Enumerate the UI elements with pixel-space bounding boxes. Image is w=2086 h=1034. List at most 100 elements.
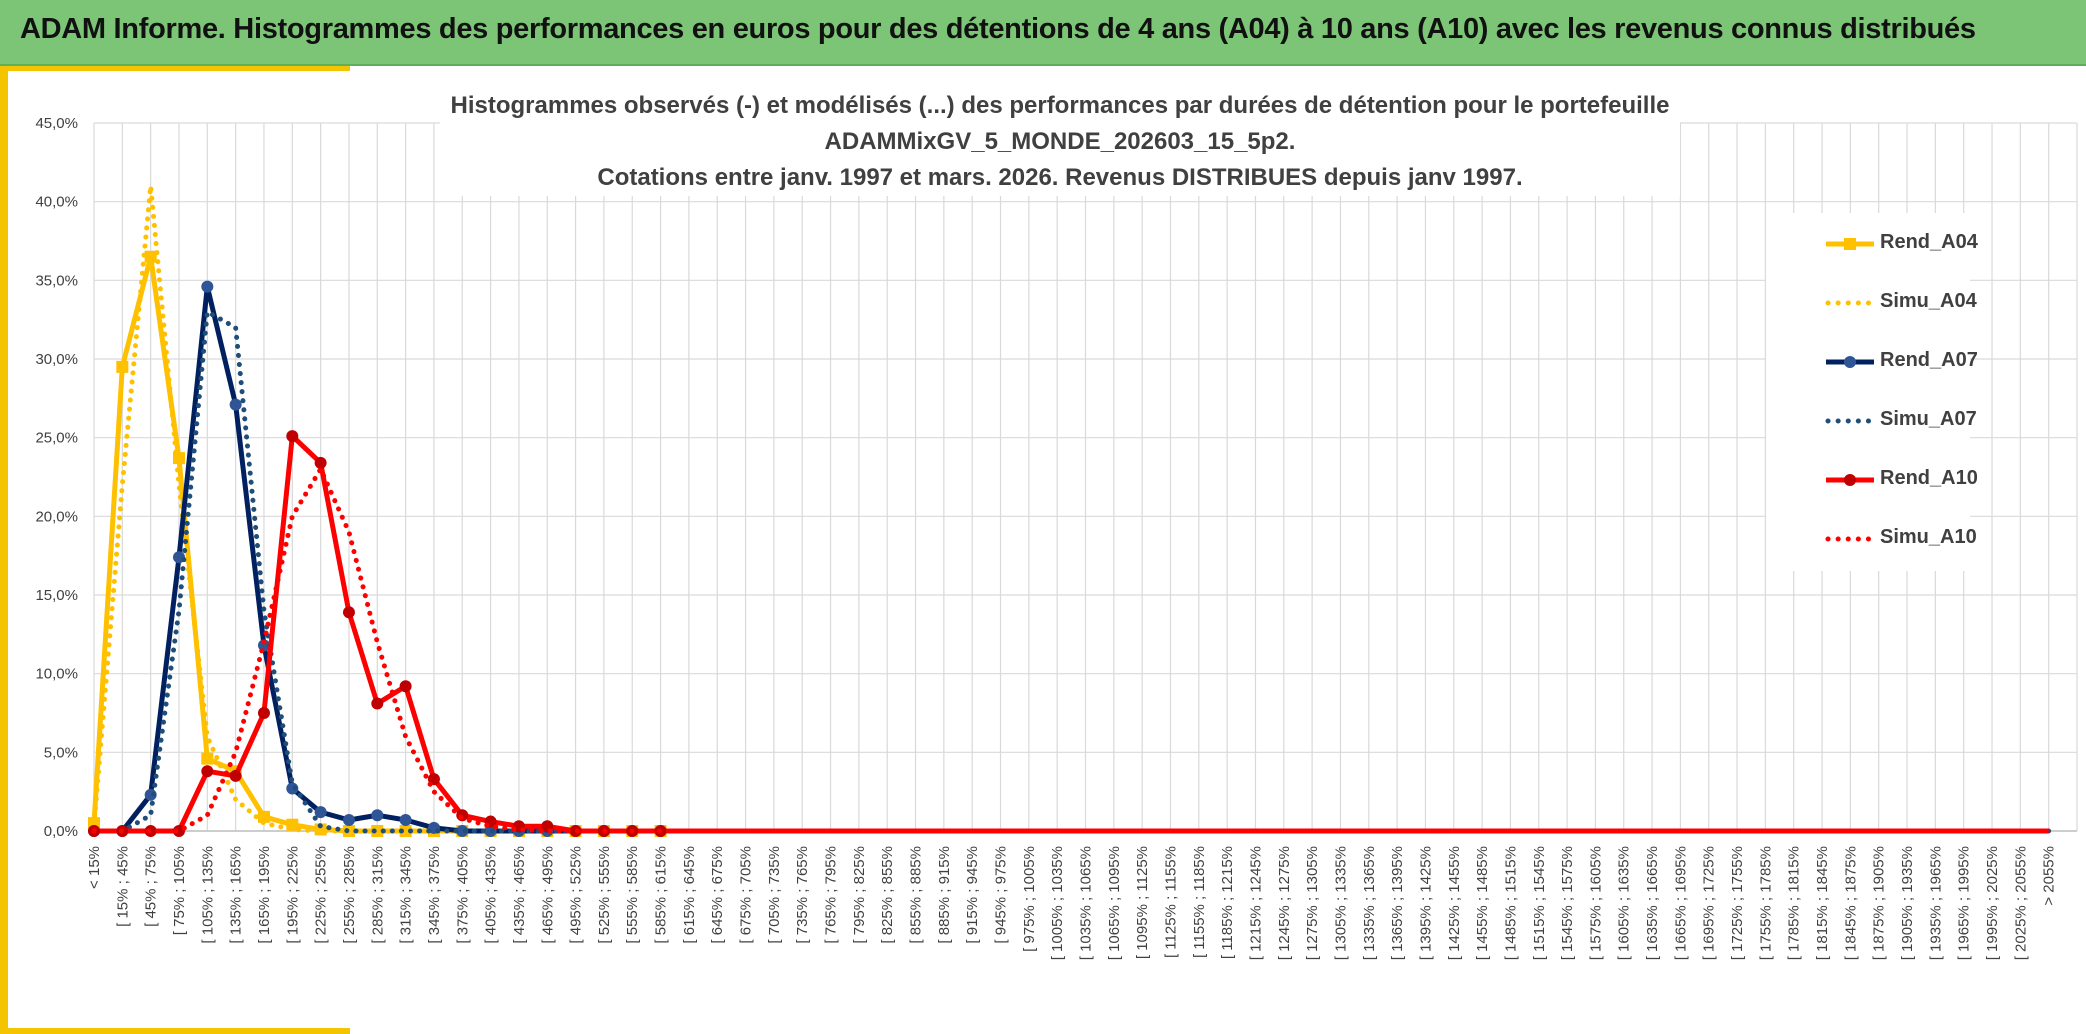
point-rend-a10 [201, 765, 214, 778]
x-tick-label: [ 255% ; 285% [341, 846, 358, 944]
x-tick-label: [ 1245% ; 1275% [1276, 846, 1293, 960]
point-rend-a07 [314, 806, 327, 819]
chart-legend: Rend_A04 Simu_A04 Rend_A07 Simu_A07 [1766, 213, 1978, 571]
point-rend-a10 [314, 456, 327, 469]
x-tick-label: [ 1935% ; 1965% [1927, 846, 1944, 960]
point-rend-a07 [229, 398, 242, 411]
x-tick-label: [ 1035% ; 1065% [1078, 846, 1095, 960]
x-tick-label: [ 1725% ; 1755% [1729, 846, 1746, 960]
x-tick-label: [ 375% ; 405% [454, 846, 471, 944]
x-tick-label: [ 495% ; 525% [568, 846, 585, 944]
legend-swatch-rend-a07 [1826, 356, 1874, 368]
y-tick-label: 15,0% [35, 587, 78, 604]
chart-title-line-1: Histogrammes observés (-) et modélisés (… [450, 92, 1670, 119]
x-tick-label: [ 615% ; 645% [681, 846, 698, 944]
x-tick-label: [ 225% ; 255% [313, 846, 330, 944]
report-title: ADAM Informe. Histogrammes des performan… [20, 13, 1976, 45]
x-tick-label: [ 705% ; 735% [766, 846, 783, 944]
x-tick-label: [ 975% ; 1005% [1021, 846, 1038, 952]
x-tick-label: [ 1425% ; 1455% [1446, 846, 1463, 960]
x-tick-label: [ 1815% ; 1845% [1814, 846, 1831, 960]
x-tick-label: [ 1875% ; 1905% [1871, 846, 1888, 960]
x-tick-label: [ 1695% ; 1725% [1701, 846, 1718, 960]
x-tick-label: [ 405% ; 435% [483, 846, 500, 944]
x-tick-label: [ 1125% ; 1155% [1162, 846, 1179, 958]
point-rend-a07 [371, 809, 384, 822]
chart-title: Histogrammes observés (-) et modélisés (… [440, 88, 1680, 196]
accent-frame-top [0, 66, 350, 71]
x-tick-label: [ 1665% ; 1695% [1672, 846, 1689, 960]
legend-item-rend-a07: Rend_A07 [1766, 347, 1978, 377]
legend-swatch-simu-a04 [1825, 300, 1876, 306]
x-tick-label: < 15% [86, 846, 103, 889]
point-rend-a10 [229, 769, 242, 782]
accent-frame-left [0, 66, 8, 1034]
point-rend-a04 [201, 752, 214, 765]
point-rend-a04 [116, 360, 129, 373]
legend-item-simu-a10: Simu_A10 [1766, 524, 1977, 554]
x-tick-label: [ 465% ; 495% [539, 846, 556, 944]
x-tick-label: [ 1515% ; 1545% [1531, 846, 1548, 960]
point-rend-a10 [257, 707, 270, 719]
x-tick-label: [ 1605% ; 1635% [1616, 846, 1633, 960]
legend-item-rend-a10: Rend_A10 [1766, 465, 1978, 495]
y-tick-label: 25,0% [35, 430, 78, 447]
y-tick-label: 0,0% [44, 823, 78, 840]
x-tick-label: [ 855% ; 885% [908, 846, 925, 944]
series-line-simu-a07 [91, 309, 2052, 834]
legend-item-simu-a07: Simu_A07 [1766, 406, 1977, 436]
y-axis-ticks: 0,0% 5,0% 10,0% 15,0% 20,0% 25,0% 30,0% 35,0% 40… [35, 115, 78, 840]
series-line-rend-a07 [94, 284, 2049, 834]
series-line-rend-a04 [91, 254, 2049, 834]
point-rend-a07 [342, 813, 355, 826]
legend-swatch-rend-a10 [1826, 474, 1874, 486]
x-tick-label: [ 1305% ; 1335% [1332, 846, 1349, 960]
chart-title-line-2: ADAMMixGV_5_MONDE_202603_15_5p2. [824, 128, 1296, 155]
y-tick-label: 45,0% [35, 115, 78, 132]
chart-title-line-3: Cotations entre janv. 1997 et mars. 2026… [597, 164, 1523, 191]
point-rend-a07 [257, 639, 270, 652]
legend-label-rend-a04: Rend_A04 [1880, 231, 1978, 253]
x-tick-label: [ 735% ; 765% [794, 846, 811, 944]
x-tick-label: [ 1155% ; 1185% [1191, 846, 1208, 958]
x-tick-label: [ 1365% ; 1395% [1389, 846, 1406, 960]
y-tick-label: 20,0% [35, 508, 78, 525]
x-tick-label: [ 105% ; 135% [199, 846, 216, 944]
x-tick-label: [ 1395% ; 1425% [1417, 846, 1434, 960]
x-tick-label: [ 1455% ; 1485% [1474, 846, 1491, 960]
x-tick-label: [ 75% ; 105% [171, 846, 188, 935]
point-rend-a04 [257, 810, 270, 823]
x-tick-label: [ 1485% ; 1515% [1502, 846, 1519, 960]
x-tick-label: [ 555% ; 585% [624, 846, 641, 944]
x-tick-label: [ 1335% ; 1365% [1361, 846, 1378, 960]
series-line-simu-a10 [91, 466, 2052, 834]
x-tick-label: [ 435% ; 465% [511, 846, 528, 944]
point-rend-a07 [399, 813, 412, 826]
x-tick-label: [ 1905% ; 1935% [1899, 846, 1916, 960]
x-tick-label: [ 2025% ; 2055% [2012, 846, 2029, 960]
x-tick-label: [ 1005% ; 1035% [1049, 846, 1066, 960]
point-rend-a10 [399, 680, 412, 693]
x-tick-label: [ 1995% ; 2025% [1984, 846, 2001, 960]
point-rend-a10 [371, 697, 384, 710]
x-tick-label: [ 1185% ; 1215% [1219, 846, 1236, 959]
legend-label-simu-a04: Simu_A04 [1880, 290, 1977, 312]
x-tick-label: [ 1635% ; 1665% [1644, 846, 1661, 960]
accent-frame-bottom [0, 1028, 350, 1034]
legend-label-simu-a10: Simu_A10 [1880, 526, 1977, 548]
point-rend-a04 [371, 825, 384, 837]
legend-swatch-simu-a07 [1825, 418, 1876, 424]
point-rend-a04 [144, 250, 157, 263]
x-tick-label: [ 1065% ; 1095% [1106, 846, 1123, 960]
point-rend-a10 [342, 606, 355, 619]
x-tick-label: [ 15% ; 45% [114, 846, 131, 927]
y-tick-label: 40,0% [35, 194, 78, 211]
point-rend-a07 [201, 280, 214, 293]
x-tick-label: [ 285% ; 315% [369, 846, 386, 944]
x-tick-label: [ 915% ; 945% [964, 846, 981, 944]
x-tick-label: [ 765% ; 795% [823, 846, 840, 944]
x-tick-label: [ 795% ; 825% [851, 846, 868, 944]
legend-item-simu-a04: Simu_A04 [1766, 288, 1977, 318]
x-tick-label: [ 525% ; 555% [596, 846, 613, 944]
